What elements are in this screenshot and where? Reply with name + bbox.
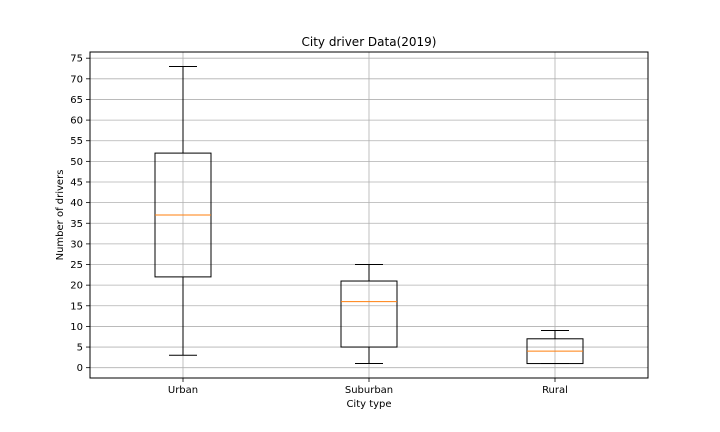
y-tick-label: 25 bbox=[70, 260, 83, 271]
x-axis-label: City type bbox=[346, 399, 391, 410]
y-tick-label: 20 bbox=[70, 281, 83, 292]
box-suburban bbox=[340, 264, 398, 365]
y-tick-label: 75 bbox=[70, 54, 83, 65]
y-tick-label: 0 bbox=[77, 363, 83, 374]
x-tick-label: Rural bbox=[542, 385, 568, 396]
y-tick-label: 30 bbox=[70, 239, 83, 250]
y-tick-label: 5 bbox=[77, 343, 83, 354]
box-rural bbox=[526, 330, 584, 365]
y-axis-label: Number of drivers bbox=[55, 170, 66, 261]
y-tick-label: 35 bbox=[70, 219, 83, 230]
box-layer bbox=[154, 65, 584, 365]
chart-title: City driver Data(2019) bbox=[301, 35, 436, 49]
iqr-box bbox=[340, 280, 398, 348]
y-tick-label: 65 bbox=[70, 95, 83, 106]
y-tick-label: 40 bbox=[70, 198, 83, 209]
x-tick-label: Urban bbox=[168, 385, 198, 396]
y-tick-label: 10 bbox=[70, 322, 83, 333]
y-tick-label: 45 bbox=[70, 177, 83, 188]
y-tick-label: 70 bbox=[70, 74, 83, 85]
y-tick-label: 60 bbox=[70, 116, 83, 127]
y-tick-label: 15 bbox=[70, 301, 83, 312]
box-urban bbox=[154, 65, 212, 356]
y-tick-label: 50 bbox=[70, 157, 83, 168]
x-tick-label: Suburban bbox=[345, 385, 393, 396]
y-tick-label: 55 bbox=[70, 136, 83, 147]
tick-layer: 0 5 10 15 20 25 30 35 40 45 50 55 60 65 70 75 Urban Subur… bbox=[70, 54, 568, 396]
